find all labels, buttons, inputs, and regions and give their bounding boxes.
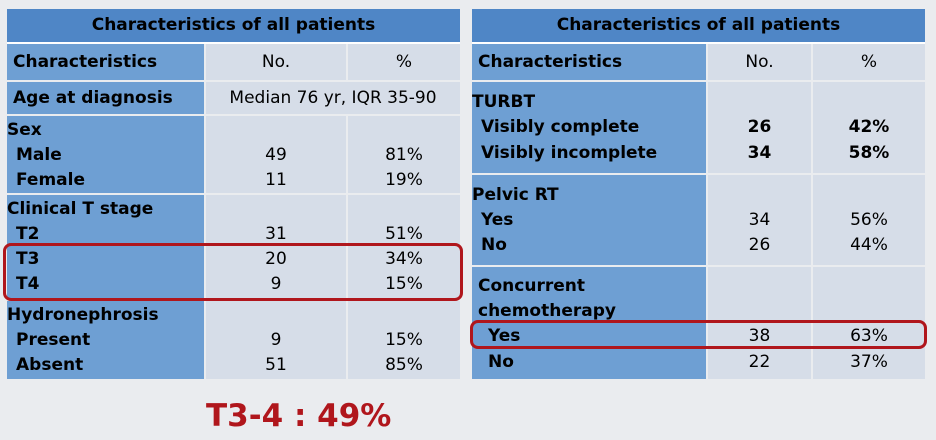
pelvic-heading: Pelvic RT: [472, 185, 559, 205]
hydro-heading: Hydronephrosis: [7, 305, 159, 325]
chemo-yes-no: 38: [748, 326, 771, 346]
sex-female-no: 11: [265, 170, 287, 190]
right-header-no: No.: [708, 44, 811, 80]
left-sex-no: 49 11: [206, 116, 346, 193]
tstage-t2-pct: 51%: [385, 224, 423, 244]
right-pelvic-no: 34 26: [708, 175, 811, 265]
turbt-complete-no: 26: [747, 117, 772, 137]
chemo-no-label: No: [488, 352, 514, 372]
left-header-no: No.: [206, 44, 346, 80]
left-header-characteristics: Characteristics: [7, 44, 204, 80]
sex-male-no: 49: [265, 145, 287, 165]
pelvic-yes-label: Yes: [481, 210, 514, 230]
left-hydro-pct: 15% 85%: [348, 301, 460, 379]
hydro-absent-no: 51: [265, 355, 287, 375]
left-age-label: Age at diagnosis: [7, 82, 204, 114]
turbt-incomplete-label: Visibly incomplete: [481, 143, 658, 163]
tstage-t4-pct: 15%: [385, 274, 423, 294]
tstage-t4-no: 9: [270, 274, 282, 294]
right-chemo-pct: 63% 37%: [813, 267, 925, 379]
chemo-yes-label: Yes: [488, 326, 521, 346]
left-tstage-pct: 51% 34% 15%: [348, 195, 460, 299]
right-header-pct: %: [813, 44, 925, 80]
left-header-pct: %: [348, 44, 460, 80]
right-pelvic-group: Pelvic RT Yes No: [472, 175, 706, 265]
left-sex-pct: 81% 19%: [348, 116, 460, 193]
chemo-yes-pct: 63%: [850, 326, 888, 346]
chemo-no-no: 22: [748, 352, 771, 372]
sex-female-label: Female: [16, 170, 85, 190]
tstage-t2-no: 31: [265, 224, 287, 244]
hydro-present-pct: 15%: [385, 330, 423, 350]
pelvic-no-no: 26: [748, 235, 771, 255]
hydro-absent-label: Absent: [16, 355, 84, 375]
left-tstage-group: Clinical T stage T2 T3 T4: [7, 195, 204, 299]
left-table-title: Characteristics of all patients: [7, 9, 460, 44]
tstage-t3-label: T3: [16, 249, 40, 269]
chemo-heading-line1: Concurrent: [478, 276, 585, 296]
right-header-characteristics: Characteristics: [472, 44, 706, 80]
left-sex-group: Sex Male Female: [7, 116, 204, 193]
sex-male-label: Male: [16, 145, 62, 165]
right-table-title: Characteristics of all patients: [472, 9, 925, 44]
left-age-value: Median 76 yr, IQR 35-90: [206, 82, 460, 114]
sex-female-pct: 19%: [385, 170, 423, 190]
hydro-present-label: Present: [16, 330, 91, 350]
turbt-incomplete-no: 34: [747, 143, 772, 163]
pelvic-no-label: No: [481, 235, 507, 255]
right-turbt-pct: 42% 58%: [813, 82, 925, 173]
left-hydro-group: Hydronephrosis Present Absent: [7, 301, 204, 379]
pelvic-yes-no: 34: [748, 210, 771, 230]
right-turbt-no: 26 34: [708, 82, 811, 173]
hydro-absent-pct: 85%: [385, 355, 423, 375]
tstage-t3-no: 20: [265, 249, 287, 269]
tstage-heading: Clinical T stage: [7, 199, 154, 219]
tstage-t2-label: T2: [16, 224, 40, 244]
turbt-complete-label: Visibly complete: [481, 117, 640, 137]
chemo-heading-line2: chemotherapy: [478, 301, 616, 321]
right-turbt-group: TURBT Visibly complete Visibly incomplet…: [472, 82, 706, 173]
left-hydro-no: 9 51: [206, 301, 346, 379]
pelvic-yes-pct: 56%: [850, 210, 888, 230]
tstage-t3-pct: 34%: [385, 249, 423, 269]
right-pelvic-pct: 56% 44%: [813, 175, 925, 265]
right-chemo-no: 38 22: [708, 267, 811, 379]
turbt-heading: TURBT: [472, 92, 536, 112]
sex-male-pct: 81%: [385, 145, 423, 165]
hydro-present-no: 9: [270, 330, 282, 350]
turbt-complete-pct: 42%: [848, 117, 890, 137]
tstage-t4-label: T4: [16, 274, 40, 294]
right-chemo-group: Concurrent chemotherapy Yes No: [472, 267, 706, 379]
chemo-no-pct: 37%: [850, 352, 888, 372]
sex-heading: Sex: [7, 120, 42, 140]
t3-4-caption: T3-4 : 49%: [206, 398, 392, 434]
left-tstage-no: 31 20 9: [206, 195, 346, 299]
pelvic-no-pct: 44%: [850, 235, 888, 255]
turbt-incomplete-pct: 58%: [848, 143, 890, 163]
